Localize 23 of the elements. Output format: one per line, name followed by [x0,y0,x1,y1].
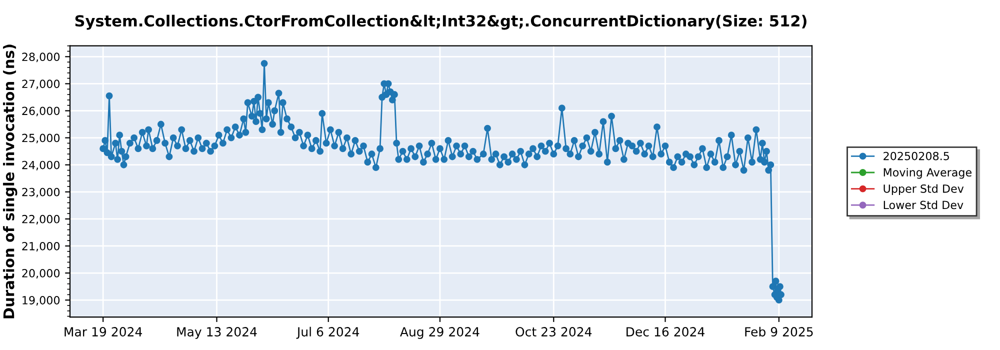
x-tick-label: Dec 16 2024 [626,327,704,336]
y-tick-label: 25,000 [22,134,60,144]
x-tick-label: Oct 23 2024 [516,327,592,336]
legend-label: Moving Average [884,168,972,179]
legend-label: 20250208.5 [884,152,949,160]
x-tick-label: Feb 9 2025 [745,326,813,336]
y-axis-title: Duration of single invocation (ns) [3,44,18,318]
legend-label: Upper Std Dev [884,184,964,196]
y-tick-label: 24,000 [22,160,60,170]
x-tick-label: Mar 19 2024 [64,327,142,336]
chart-title: System.Collections.CtorFromCollection&lt;Int32&gt;.ConcurrentDictionary(Size: 512) [75,14,806,30]
y-tick-label: 22,000 [22,214,60,224]
y-tick-label: 23,000 [22,188,60,198]
y-tick-label: 26,000 [22,106,60,116]
y-tick-label: 27,000 [22,80,60,90]
x-tick-label: Aug 29 2024 [400,327,480,339]
legend-label: Lower Std Dev [884,200,964,210]
y-tick-label: 28,000 [22,52,60,62]
y-tick-label: 19,000 [22,296,60,306]
y-tick-label: 20,000 [22,268,60,279]
y-tick-label: 21,000 [22,242,60,252]
x-tick-label: Jul 6 2024 [296,326,360,339]
x-tick-label: May 13 2024 [177,327,257,339]
